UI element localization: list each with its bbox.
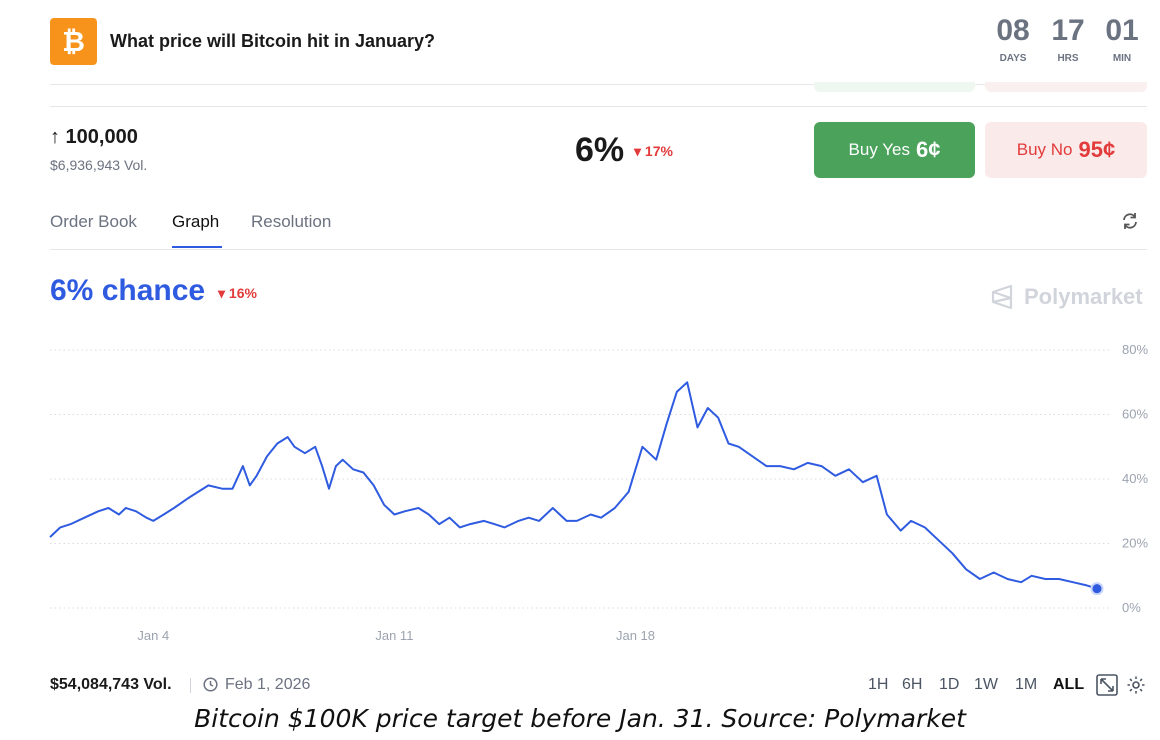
- buy-yes-label: Buy Yes: [848, 140, 910, 159]
- outcome-volume: $6,936,943 Vol.: [50, 157, 148, 173]
- y-tick-label: 0%: [1122, 600, 1141, 615]
- previous-yes-button-edge: [814, 82, 975, 92]
- outcome-probability: 6%: [575, 131, 625, 169]
- countdown-hours-label: HRS: [1057, 53, 1079, 64]
- figure-caption: Bitcoin $100K price target before Jan. 3…: [194, 704, 966, 733]
- x-tick-label: Jan 4: [137, 628, 169, 643]
- probability-line: [49, 381, 1098, 590]
- range-1h[interactable]: 1H: [868, 676, 889, 693]
- chance-change: ▾ 16%: [218, 285, 257, 301]
- countdown-days-label: DAYS: [999, 53, 1027, 64]
- total-volume: $54,084,743 Vol.: [50, 676, 172, 693]
- market-title: What price will Bitcoin hit in January?: [110, 31, 436, 51]
- y-tick-label: 20%: [1122, 536, 1148, 551]
- buy-no-button[interactable]: Buy No 95¢: [985, 122, 1147, 178]
- row-divider: [50, 106, 1147, 107]
- buy-yes-price: 6¢: [915, 137, 941, 162]
- range-1w[interactable]: 1W: [974, 676, 998, 693]
- range-1m[interactable]: 1M: [1015, 676, 1038, 693]
- clock-icon: [203, 677, 218, 697]
- outcome-change: ▾ 17%: [634, 143, 673, 159]
- y-tick-label: 40%: [1122, 471, 1148, 486]
- buy-no-price: 95¢: [1078, 137, 1116, 162]
- outcome-label: ↑ 100,000: [50, 126, 138, 148]
- polymarket-watermark: Polymarket: [990, 284, 1143, 310]
- end-date: Feb 1, 2026: [225, 676, 311, 693]
- tabs-divider: [50, 249, 1147, 250]
- countdown-hours-value: 17: [1051, 14, 1085, 47]
- expand-icon[interactable]: [1096, 674, 1118, 701]
- latest-point-marker: [1090, 582, 1104, 596]
- refresh-icon[interactable]: [1122, 212, 1138, 235]
- chance-label: 6% chance: [50, 274, 206, 307]
- range-all[interactable]: ALL: [1053, 676, 1085, 693]
- x-tick-label: Jan 18: [616, 628, 655, 643]
- buy-no-label: Buy No: [1016, 140, 1073, 159]
- tab-graph[interactable]: Graph: [172, 212, 220, 231]
- y-tick-label: 60%: [1122, 407, 1148, 422]
- polymarket-brand: Polymarket: [1024, 284, 1143, 309]
- countdown-days-value: 08: [996, 14, 1030, 47]
- probability-chart: 80% 60% 40% 20% 0% Jan 4 Jan 11 Jan 18: [49, 342, 1148, 643]
- tab-resolution[interactable]: Resolution: [251, 212, 332, 231]
- range-1d[interactable]: 1D: [939, 676, 960, 693]
- countdown-minutes-label: MIN: [1112, 53, 1132, 64]
- footer-divider: [190, 678, 191, 693]
- tab-order-book[interactable]: Order Book: [50, 212, 137, 231]
- range-6h[interactable]: 6H: [902, 676, 923, 693]
- active-tab-underline: [172, 246, 222, 248]
- buy-yes-button[interactable]: Buy Yes 6¢: [814, 122, 975, 178]
- previous-no-button-edge: [985, 82, 1147, 92]
- header-divider: [50, 84, 1147, 85]
- bitcoin-logo-icon: ₿: [50, 18, 97, 65]
- settings-gear-icon[interactable]: [1126, 675, 1146, 700]
- countdown-minutes-value: 01: [1105, 14, 1139, 47]
- x-tick-label: Jan 11: [375, 628, 413, 643]
- y-tick-label: 80%: [1122, 342, 1148, 357]
- polymarket-logo-icon: [991, 284, 1013, 310]
